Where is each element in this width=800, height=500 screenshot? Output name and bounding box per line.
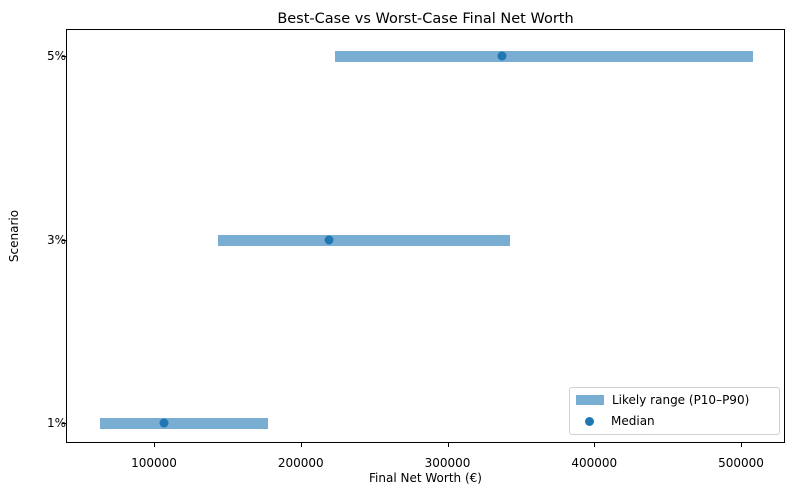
x-tick-mark [740,443,742,447]
legend-median-label: Median [611,414,655,428]
x-tick-label: 200000 [277,456,324,470]
y-tick-label: 3% [46,233,66,247]
median-point [497,51,507,61]
x-axis-label: Final Net Worth (€) [369,471,482,485]
x-tick-mark [154,443,156,447]
plot-area [66,29,785,443]
y-tick-mark [62,423,66,424]
y-tick-label: 1% [46,416,66,430]
x-tick-mark [300,443,302,447]
legend-item-median: Median [576,414,655,428]
x-tick-label: 500000 [718,456,764,470]
median-point [324,235,334,245]
x-tick-label: 300000 [424,456,471,470]
y-tick-mark [62,56,66,57]
legend: Likely range (P10–P90) Median [569,387,780,435]
x-tick-label: 100000 [131,456,177,470]
median-point [159,418,169,428]
legend-item-range: Likely range (P10–P90) [576,393,749,407]
x-tick-mark [594,443,596,447]
range-bar [218,234,510,246]
chart-title: Best-Case vs Worst-Case Final Net Worth [277,11,574,27]
range-bar [335,50,753,62]
median-marker-icon [585,416,594,426]
y-tick-mark [62,240,66,241]
x-tick-label: 400000 [571,456,618,470]
x-tick-mark [447,443,449,447]
range-swatch-icon [576,395,604,405]
y-axis-label: Scenario [7,209,21,263]
y-tick-label: 5% [46,49,66,63]
legend-range-label: Likely range (P10–P90) [612,393,750,407]
range-bar [100,417,269,429]
